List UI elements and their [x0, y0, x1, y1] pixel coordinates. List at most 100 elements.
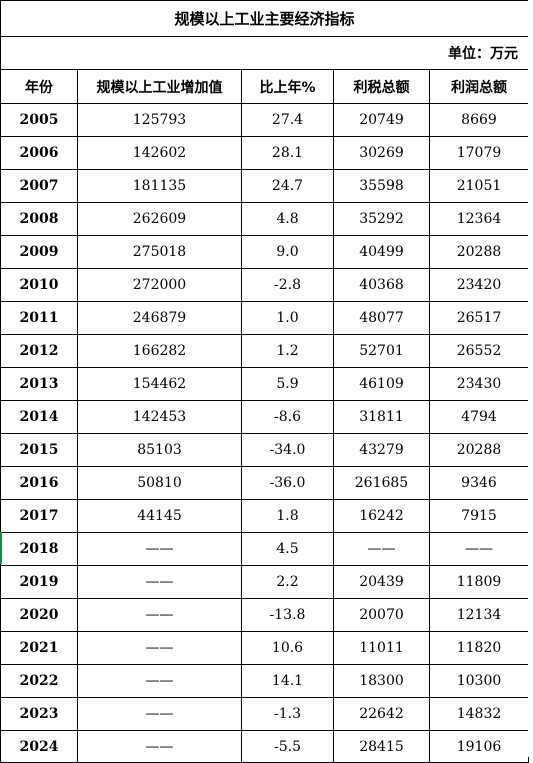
cell-yoy-percent[interactable]: 4.8: [241, 202, 334, 236]
header-industrial-added-value[interactable]: 规模以上工业增加值: [77, 69, 242, 104]
header-year[interactable]: 年份: [0, 69, 78, 104]
cell-yoy-percent[interactable]: 9.0: [241, 235, 334, 269]
cell-industrial-added-value[interactable]: ——: [77, 664, 242, 698]
cell-total-profit[interactable]: 11809: [429, 565, 529, 599]
cell-year[interactable]: 2024: [0, 730, 78, 763]
cell-year[interactable]: 2005: [0, 103, 78, 137]
cell-total-profit-tax[interactable]: 40368: [333, 268, 430, 302]
cell-total-profit[interactable]: 21051: [429, 169, 529, 203]
cell-year[interactable]: 2013: [0, 367, 78, 401]
cell-total-profit-tax[interactable]: 48077: [333, 301, 430, 335]
cell-yoy-percent[interactable]: -8.6: [241, 400, 334, 434]
cell-total-profit-tax[interactable]: 43279: [333, 433, 430, 467]
cell-industrial-added-value[interactable]: 142602: [77, 136, 242, 170]
cell-yoy-percent[interactable]: -36.0: [241, 466, 334, 500]
cell-total-profit[interactable]: 19106: [429, 730, 529, 763]
table-title[interactable]: 规模以上工业主要经济指标: [0, 0, 529, 37]
cell-total-profit-tax[interactable]: 22642: [333, 697, 430, 731]
cell-yoy-percent[interactable]: 24.7: [241, 169, 334, 203]
cell-total-profit[interactable]: 20288: [429, 433, 529, 467]
cell-total-profit[interactable]: 26552: [429, 334, 529, 368]
cell-industrial-added-value[interactable]: 142453: [77, 400, 242, 434]
cell-total-profit-tax[interactable]: 28415: [333, 730, 430, 763]
cell-industrial-added-value[interactable]: 181135: [77, 169, 242, 203]
cell-industrial-added-value[interactable]: ——: [77, 565, 242, 599]
cell-industrial-added-value[interactable]: ——: [77, 598, 242, 632]
cell-total-profit[interactable]: 4794: [429, 400, 529, 434]
cell-total-profit-tax[interactable]: 52701: [333, 334, 430, 368]
cell-total-profit-tax[interactable]: 261685: [333, 466, 430, 500]
cell-year[interactable]: 2008: [0, 202, 78, 236]
cell-industrial-added-value[interactable]: 154462: [77, 367, 242, 401]
cell-industrial-added-value[interactable]: ——: [77, 730, 242, 763]
cell-total-profit-tax[interactable]: 11011: [333, 631, 430, 665]
cell-total-profit[interactable]: 11820: [429, 631, 529, 665]
cell-total-profit[interactable]: 12364: [429, 202, 529, 236]
cell-industrial-added-value[interactable]: ——: [77, 532, 242, 566]
cell-year[interactable]: 2018: [0, 532, 78, 566]
cell-total-profit-tax[interactable]: 18300: [333, 664, 430, 698]
cell-year[interactable]: 2015: [0, 433, 78, 467]
cell-total-profit-tax[interactable]: 20749: [333, 103, 430, 137]
cell-total-profit[interactable]: 14832: [429, 697, 529, 731]
header-total-profit-tax[interactable]: 利税总额: [333, 69, 430, 104]
cell-yoy-percent[interactable]: 1.0: [241, 301, 334, 335]
cell-total-profit[interactable]: 9346: [429, 466, 529, 500]
cell-total-profit[interactable]: 8669: [429, 103, 529, 137]
cell-total-profit[interactable]: 17079: [429, 136, 529, 170]
cell-year[interactable]: 2022: [0, 664, 78, 698]
cell-yoy-percent[interactable]: 1.8: [241, 499, 334, 533]
cell-total-profit[interactable]: 10300: [429, 664, 529, 698]
cell-total-profit[interactable]: 23420: [429, 268, 529, 302]
cell-total-profit[interactable]: 26517: [429, 301, 529, 335]
cell-yoy-percent[interactable]: -1.3: [241, 697, 334, 731]
cell-industrial-added-value[interactable]: 85103: [77, 433, 242, 467]
cell-total-profit-tax[interactable]: 46109: [333, 367, 430, 401]
unit-label[interactable]: 单位：万元: [0, 36, 529, 70]
cell-yoy-percent[interactable]: -5.5: [241, 730, 334, 763]
cell-year[interactable]: 2017: [0, 499, 78, 533]
cell-year[interactable]: 2016: [0, 466, 78, 500]
cell-yoy-percent[interactable]: 27.4: [241, 103, 334, 137]
cell-total-profit[interactable]: 20288: [429, 235, 529, 269]
cell-year[interactable]: 2010: [0, 268, 78, 302]
cell-yoy-percent[interactable]: 10.6: [241, 631, 334, 665]
cell-yoy-percent[interactable]: 14.1: [241, 664, 334, 698]
cell-yoy-percent[interactable]: -34.0: [241, 433, 334, 467]
cell-industrial-added-value[interactable]: ——: [77, 631, 242, 665]
cell-year[interactable]: 2019: [0, 565, 78, 599]
cell-industrial-added-value[interactable]: 44145: [77, 499, 242, 533]
cell-industrial-added-value[interactable]: 272000: [77, 268, 242, 302]
cell-year[interactable]: 2007: [0, 169, 78, 203]
header-yoy-percent[interactable]: 比上年%: [241, 69, 334, 104]
cell-total-profit[interactable]: 12134: [429, 598, 529, 632]
cell-yoy-percent[interactable]: 28.1: [241, 136, 334, 170]
cell-total-profit-tax[interactable]: 35292: [333, 202, 430, 236]
cell-yoy-percent[interactable]: -13.8: [241, 598, 334, 632]
cell-total-profit-tax[interactable]: 16242: [333, 499, 430, 533]
cell-total-profit-tax[interactable]: 20070: [333, 598, 430, 632]
cell-total-profit[interactable]: 7915: [429, 499, 529, 533]
cell-total-profit-tax[interactable]: 30269: [333, 136, 430, 170]
cell-total-profit-tax[interactable]: 35598: [333, 169, 430, 203]
cell-yoy-percent[interactable]: -2.8: [241, 268, 334, 302]
cell-yoy-percent[interactable]: 5.9: [241, 367, 334, 401]
cell-yoy-percent[interactable]: 1.2: [241, 334, 334, 368]
cell-industrial-added-value[interactable]: 50810: [77, 466, 242, 500]
cell-yoy-percent[interactable]: 2.2: [241, 565, 334, 599]
cell-year[interactable]: 2014: [0, 400, 78, 434]
cell-total-profit-tax[interactable]: 31811: [333, 400, 430, 434]
cell-yoy-percent[interactable]: 4.5: [241, 532, 334, 566]
cell-industrial-added-value[interactable]: ——: [77, 697, 242, 731]
cell-year[interactable]: 2020: [0, 598, 78, 632]
cell-year[interactable]: 2006: [0, 136, 78, 170]
cell-total-profit[interactable]: ——: [429, 532, 529, 566]
cell-industrial-added-value[interactable]: 246879: [77, 301, 242, 335]
cell-industrial-added-value[interactable]: 125793: [77, 103, 242, 137]
header-total-profit[interactable]: 利润总额: [429, 69, 529, 104]
cell-year[interactable]: 2009: [0, 235, 78, 269]
cell-year[interactable]: 2021: [0, 631, 78, 665]
cell-industrial-added-value[interactable]: 166282: [77, 334, 242, 368]
cell-total-profit-tax[interactable]: 40499: [333, 235, 430, 269]
cell-industrial-added-value[interactable]: 275018: [77, 235, 242, 269]
